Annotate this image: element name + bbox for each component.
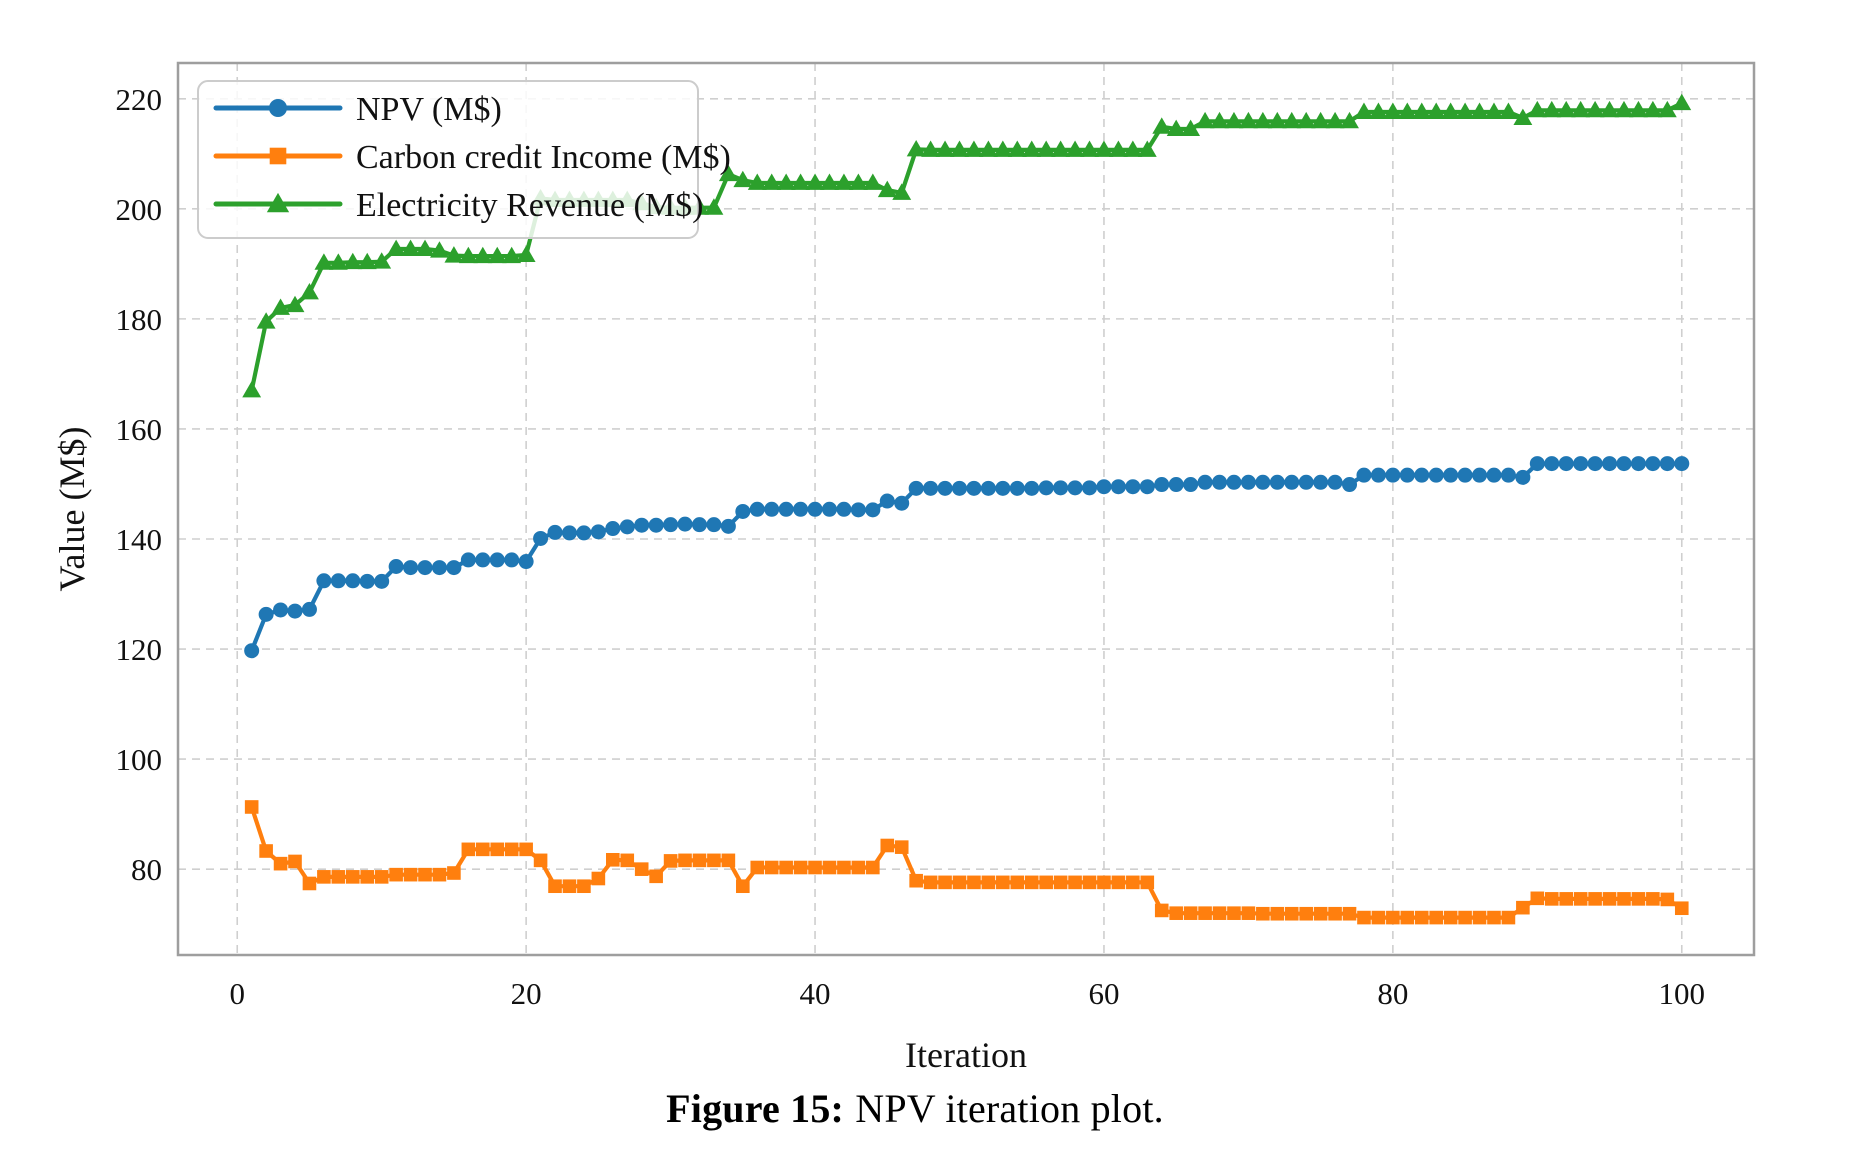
svg-text:100: 100 (1659, 976, 1706, 1011)
x-axis-label: Iteration (905, 1035, 1027, 1075)
svg-text:200: 200 (116, 192, 163, 227)
svg-text:0: 0 (229, 976, 245, 1011)
svg-text:80: 80 (1377, 976, 1408, 1011)
svg-text:220: 220 (116, 82, 163, 117)
svg-text:180: 180 (116, 302, 163, 337)
plot-border (176, 61, 1756, 957)
series-carbon-credit (244, 800, 1689, 925)
figure-caption-label: Figure 15: (666, 1086, 845, 1131)
series-npv (244, 456, 1690, 659)
figure-caption: Figure 15: NPV iteration plot. (0, 1085, 1830, 1132)
legend-label: Electricity Revenue (M$) (356, 187, 703, 224)
svg-text:100: 100 (116, 742, 163, 777)
legend-item-npv: NPV (M$) (213, 91, 502, 128)
svg-text:160: 160 (116, 412, 163, 447)
y-axis-label: Value (M$) (52, 427, 92, 592)
legend-label: Carbon credit Income (M$) (356, 139, 731, 176)
svg-text:60: 60 (1088, 976, 1119, 1011)
legend: NPV (M$) Carbon credit Income (M$) Electri… (197, 80, 731, 239)
svg-text:140: 140 (116, 522, 163, 557)
legend-item-carbon-credit: Carbon credit Income (M$) (213, 139, 731, 176)
svg-text:20: 20 (511, 976, 542, 1011)
grid-lines (178, 63, 1754, 955)
legend-label: NPV (M$) (356, 91, 502, 128)
axis-tick-labels: 80 100 120 140 160 180 200 220 0 20 40 60 80 100 (116, 82, 1706, 1011)
svg-text:40: 40 (800, 976, 831, 1011)
figure-caption-text: NPV iteration plot. (855, 1086, 1164, 1131)
svg-text:120: 120 (116, 632, 163, 667)
svg-text:80: 80 (131, 852, 162, 887)
legend-item-electricity: Electricity Revenue (M$) (213, 187, 703, 224)
series-electricity (242, 93, 1692, 398)
